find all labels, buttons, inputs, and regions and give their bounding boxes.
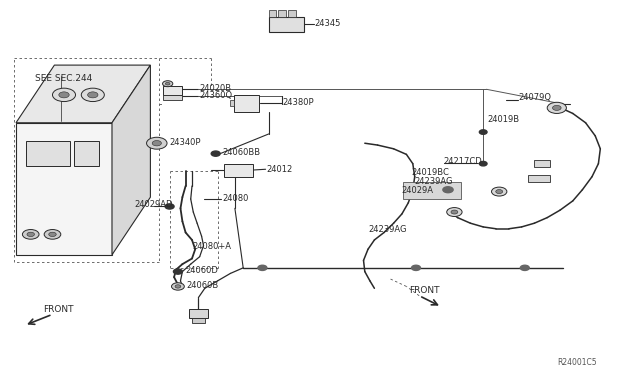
Text: 24080+A: 24080+A	[192, 242, 231, 251]
Bar	[288, 10, 296, 17]
Circle shape	[173, 269, 182, 274]
Bar	[234, 95, 259, 112]
Text: 24360Q: 24360Q	[200, 92, 233, 100]
Circle shape	[163, 81, 173, 87]
Text: 24012: 24012	[267, 165, 293, 174]
Circle shape	[52, 88, 76, 102]
Bar	[189, 309, 208, 318]
Circle shape	[479, 130, 487, 134]
Circle shape	[152, 141, 161, 146]
Circle shape	[451, 210, 458, 214]
Polygon shape	[16, 123, 112, 255]
Circle shape	[552, 105, 561, 110]
Circle shape	[211, 151, 220, 156]
Circle shape	[172, 283, 184, 290]
Circle shape	[88, 92, 98, 98]
Bar	[534, 160, 550, 167]
Text: 24080: 24080	[222, 194, 248, 203]
Circle shape	[547, 102, 566, 113]
Bar	[163, 95, 182, 100]
Circle shape	[443, 187, 453, 193]
Circle shape	[147, 137, 167, 149]
Bar	[26, 141, 70, 166]
Text: 24029AD: 24029AD	[134, 200, 173, 209]
Text: 24239AG: 24239AG	[414, 177, 452, 186]
Text: 24217CD: 24217CD	[444, 157, 483, 166]
Text: R24001C5: R24001C5	[557, 358, 596, 367]
Circle shape	[27, 232, 35, 237]
Bar	[528, 175, 550, 182]
Text: 24020B: 24020B	[200, 84, 232, 93]
Circle shape	[175, 285, 181, 288]
Text: SEE SEC.244: SEE SEC.244	[35, 74, 92, 83]
Text: 24029A: 24029A	[401, 186, 433, 195]
Text: 24060D: 24060D	[186, 266, 218, 275]
Polygon shape	[16, 65, 150, 123]
Circle shape	[22, 230, 39, 239]
Text: 24019BC: 24019BC	[412, 169, 449, 177]
Text: 24060BB: 24060BB	[223, 148, 261, 157]
Bar	[163, 86, 182, 95]
Text: 24079Q: 24079Q	[518, 93, 552, 102]
Bar	[230, 100, 234, 106]
Text: 24239AG: 24239AG	[368, 225, 406, 234]
Text: 24019B: 24019B	[488, 115, 520, 124]
Circle shape	[496, 190, 502, 193]
Text: 24345: 24345	[315, 19, 341, 28]
Circle shape	[492, 187, 507, 196]
Bar	[74, 141, 99, 166]
Circle shape	[165, 204, 174, 209]
Circle shape	[447, 208, 462, 217]
Circle shape	[59, 92, 69, 98]
Polygon shape	[112, 65, 150, 255]
Bar	[192, 318, 205, 323]
Circle shape	[81, 88, 104, 102]
Circle shape	[49, 232, 56, 237]
Circle shape	[258, 265, 267, 270]
Text: FRONT: FRONT	[410, 286, 440, 295]
Bar	[278, 10, 286, 17]
Text: 24380P: 24380P	[283, 98, 314, 107]
Circle shape	[479, 161, 487, 166]
Circle shape	[520, 265, 529, 270]
Text: FRONT: FRONT	[44, 305, 74, 314]
Text: 24340P: 24340P	[170, 138, 201, 147]
Bar	[403, 182, 461, 199]
Bar	[269, 10, 276, 17]
Circle shape	[412, 265, 420, 270]
Text: 24060B: 24060B	[187, 281, 219, 290]
Circle shape	[165, 82, 170, 85]
Bar	[224, 164, 253, 177]
Bar	[269, 17, 304, 32]
Circle shape	[44, 230, 61, 239]
